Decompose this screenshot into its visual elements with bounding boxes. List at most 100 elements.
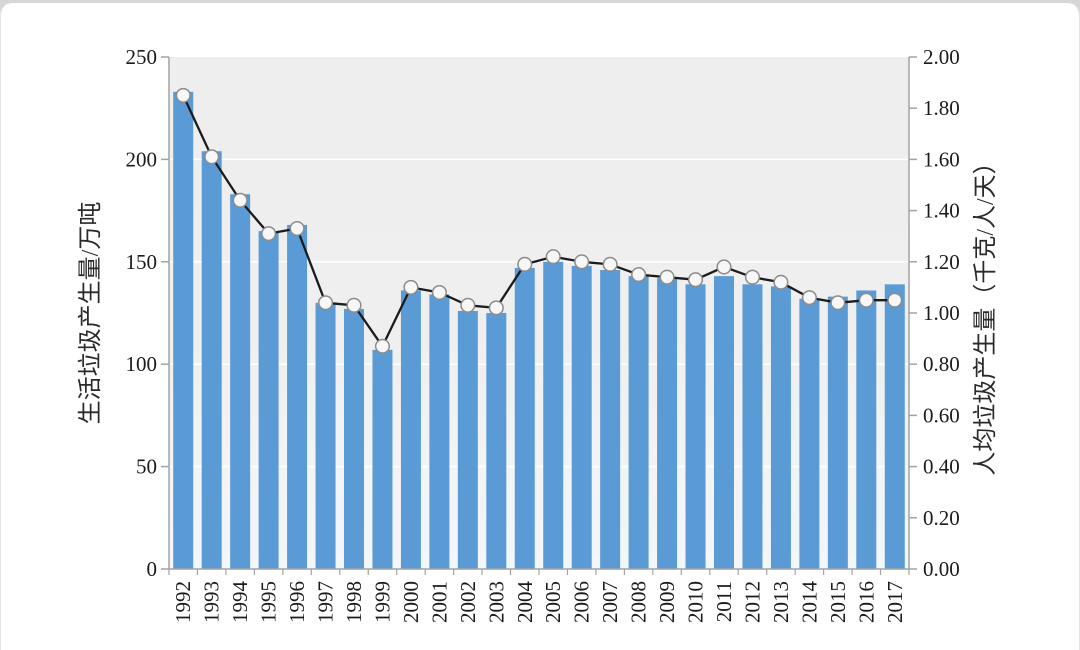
x-axis-label-1993: 1993 <box>200 581 224 623</box>
right-axis-label-2.00: 2.00 <box>923 45 960 69</box>
marker-1996 <box>289 220 305 237</box>
bar-1993 <box>201 151 222 569</box>
bar-2006 <box>571 265 592 569</box>
bar-2017 <box>884 284 905 569</box>
marker-2002 <box>460 297 476 313</box>
chart-card: 0 50 100 150 200 250 0.00 0.20 0.40 0.60 0.80 1.00 1… <box>0 3 1080 650</box>
axes <box>161 56 917 575</box>
x-axis-label-2001: 2001 <box>427 581 451 623</box>
left-axis-label-250: 250 <box>126 45 158 69</box>
bar-1997 <box>315 302 336 569</box>
x-axis-label-1994: 1994 <box>228 581 252 624</box>
marker-2017 <box>887 292 903 308</box>
bar-1994 <box>230 194 251 569</box>
left-axis-label-150: 150 <box>126 250 158 274</box>
right-axis-label-1.60: 1.60 <box>923 147 960 171</box>
marker-1997 <box>317 295 334 311</box>
right-axis-title: 人均垃圾产生量（千克/人/天） <box>972 150 999 475</box>
marker-2000 <box>403 279 419 295</box>
x-axis-label-2012: 2012 <box>740 581 764 623</box>
plot-area <box>169 57 909 569</box>
bar-2013 <box>770 286 791 569</box>
bar-2000 <box>400 290 421 569</box>
bar-2003 <box>486 313 507 569</box>
left-axis-title: 生活垃圾产生量/万吨 <box>77 202 104 425</box>
marker-1998 <box>346 297 362 313</box>
marker-2006 <box>574 254 590 270</box>
x-axis-label-2003: 2003 <box>484 581 508 623</box>
x-axis-label-1992: 1992 <box>171 581 195 623</box>
x-axis-label-2004: 2004 <box>513 581 537 624</box>
x-axis-label-1996: 1996 <box>285 581 309 623</box>
tick-labels: 0 50 100 150 200 250 0.00 0.20 0.40 0.60 0.80 1.00 1… <box>126 45 960 623</box>
bar-series <box>173 91 905 569</box>
bar-2004 <box>514 267 535 569</box>
bar-2012 <box>742 284 763 569</box>
bar-2016 <box>856 290 877 569</box>
bar-2001 <box>429 294 450 569</box>
marker-2001 <box>431 284 447 301</box>
x-axis-label-1998: 1998 <box>342 581 366 623</box>
x-axis-label-2013: 2013 <box>769 581 793 623</box>
bar-2009 <box>657 278 678 569</box>
marker-2008 <box>631 267 647 283</box>
right-axis-label-0.20: 0.20 <box>923 506 960 530</box>
bar-1998 <box>344 308 364 569</box>
marker-1999 <box>374 338 391 354</box>
x-axis-label-1995: 1995 <box>257 581 281 623</box>
x-axis-label-2015: 2015 <box>826 581 850 623</box>
marker-2010 <box>687 272 704 288</box>
marker-2009 <box>659 269 675 285</box>
marker-1994 <box>232 192 248 208</box>
marker-2005 <box>545 249 561 265</box>
right-axis-label-1.40: 1.40 <box>923 199 960 223</box>
marker-2013 <box>773 274 789 290</box>
bar-2010 <box>685 284 706 569</box>
x-axis-label-2007: 2007 <box>598 581 622 623</box>
x-axis-label-1999: 1999 <box>370 581 394 623</box>
left-axis-label-50: 50 <box>136 455 157 479</box>
marker-2015 <box>830 295 846 311</box>
marker-1995 <box>261 226 277 242</box>
marker-2012 <box>744 269 761 285</box>
left-axis-label-100: 100 <box>126 352 158 376</box>
x-axis-label-1997: 1997 <box>314 581 338 623</box>
x-axis-label-2009: 2009 <box>655 581 679 623</box>
marker-2011 <box>716 259 732 275</box>
x-axis-label-2006: 2006 <box>570 581 594 623</box>
right-axis-label-1.20: 1.20 <box>923 250 960 274</box>
marker-2016 <box>858 292 874 308</box>
x-axis-label-2011: 2011 <box>712 581 736 622</box>
bar-1995 <box>258 231 279 569</box>
bar-2011 <box>714 276 734 569</box>
right-axis-label-0.40: 0.40 <box>923 455 960 479</box>
right-axis-label-1.80: 1.80 <box>923 96 960 120</box>
bar-1992 <box>173 91 194 569</box>
bar-2008 <box>628 276 649 569</box>
bar-2014 <box>799 298 820 569</box>
right-axis-label-0.00: 0.00 <box>923 557 960 581</box>
x-axis-label-2000: 2000 <box>399 581 423 623</box>
bar-2015 <box>827 296 848 569</box>
marker-2014 <box>801 290 817 306</box>
x-axis-label-2016: 2016 <box>854 581 878 623</box>
x-axis-label-2005: 2005 <box>541 581 565 623</box>
right-axis-label-0.80: 0.80 <box>923 352 960 376</box>
bar-2007 <box>600 269 621 569</box>
bar-2002 <box>457 310 478 569</box>
marker-2004 <box>517 256 533 272</box>
left-axis-label-200: 200 <box>126 147 158 171</box>
marker-1992 <box>175 87 191 103</box>
x-axis-label-2008: 2008 <box>627 581 651 623</box>
bar-2005 <box>543 261 564 569</box>
bar-1999 <box>372 349 393 569</box>
bar-1996 <box>287 224 308 569</box>
marker-2007 <box>602 256 618 272</box>
right-axis-label-0.60: 0.60 <box>923 403 960 427</box>
x-axis-label-2014: 2014 <box>797 581 821 624</box>
marker-2003 <box>488 300 504 316</box>
line-series <box>175 87 903 354</box>
left-axis-label-0: 0 <box>147 557 158 581</box>
x-axis-label-2010: 2010 <box>684 581 708 623</box>
